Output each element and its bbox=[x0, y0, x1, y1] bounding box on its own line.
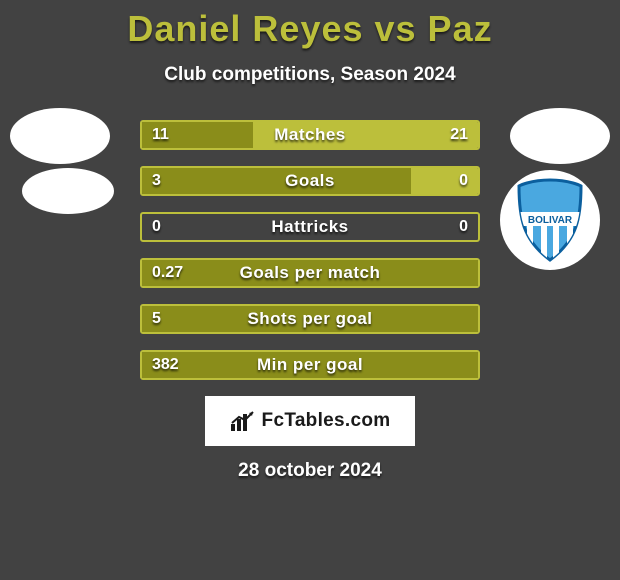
brand-text: FcTables.com bbox=[262, 410, 391, 432]
stat-value-left: 0 bbox=[152, 214, 161, 240]
stat-row: Goals per match0.27 bbox=[140, 258, 480, 288]
stat-value-left: 3 bbox=[152, 168, 161, 194]
stat-value-left: 5 bbox=[152, 306, 161, 332]
stat-row: Hattricks0 0 bbox=[140, 212, 480, 242]
stat-row: Goals3 0 bbox=[140, 166, 480, 196]
comparison-card: Daniel Reyes vs Paz Club competitions, S… bbox=[0, 0, 620, 580]
date-label: 28 october 2024 bbox=[0, 460, 620, 482]
stat-value-left: 11 bbox=[152, 122, 169, 148]
stat-value-left: 382 bbox=[152, 352, 179, 378]
stat-label: Goals bbox=[142, 168, 478, 194]
bolivar-shield-icon: BOLIVAR bbox=[515, 178, 585, 262]
subtitle: Club competitions, Season 2024 bbox=[0, 64, 620, 86]
fctables-logo-icon bbox=[230, 410, 256, 432]
stat-value-right: 0 bbox=[459, 214, 468, 240]
stat-row: Shots per goal5 bbox=[140, 304, 480, 334]
stat-label: Hattricks bbox=[142, 214, 478, 240]
stat-value-right: 0 bbox=[459, 168, 468, 194]
player1-photo-placeholder bbox=[10, 108, 110, 164]
player1-club-badge bbox=[22, 168, 114, 214]
brand-badge: FcTables.com bbox=[205, 396, 415, 446]
svg-text:BOLIVAR: BOLIVAR bbox=[528, 215, 573, 226]
stat-label: Matches bbox=[142, 122, 478, 148]
stat-bars: Matches1121Goals30Hattricks00Goals per m… bbox=[140, 120, 480, 380]
player2-photo-placeholder bbox=[510, 108, 610, 164]
stat-label: Shots per goal bbox=[142, 306, 478, 332]
player2-club-badge: BOLIVAR bbox=[500, 170, 600, 270]
stat-row: Min per goal382 bbox=[140, 350, 480, 380]
stat-label: Min per goal bbox=[142, 352, 478, 378]
stat-value-left: 0.27 bbox=[152, 260, 183, 286]
stat-value-right: 21 bbox=[450, 122, 468, 148]
stat-label: Goals per match bbox=[142, 260, 478, 286]
page-title: Daniel Reyes vs Paz bbox=[0, 0, 620, 50]
stat-row: Matches11 21 bbox=[140, 120, 480, 150]
